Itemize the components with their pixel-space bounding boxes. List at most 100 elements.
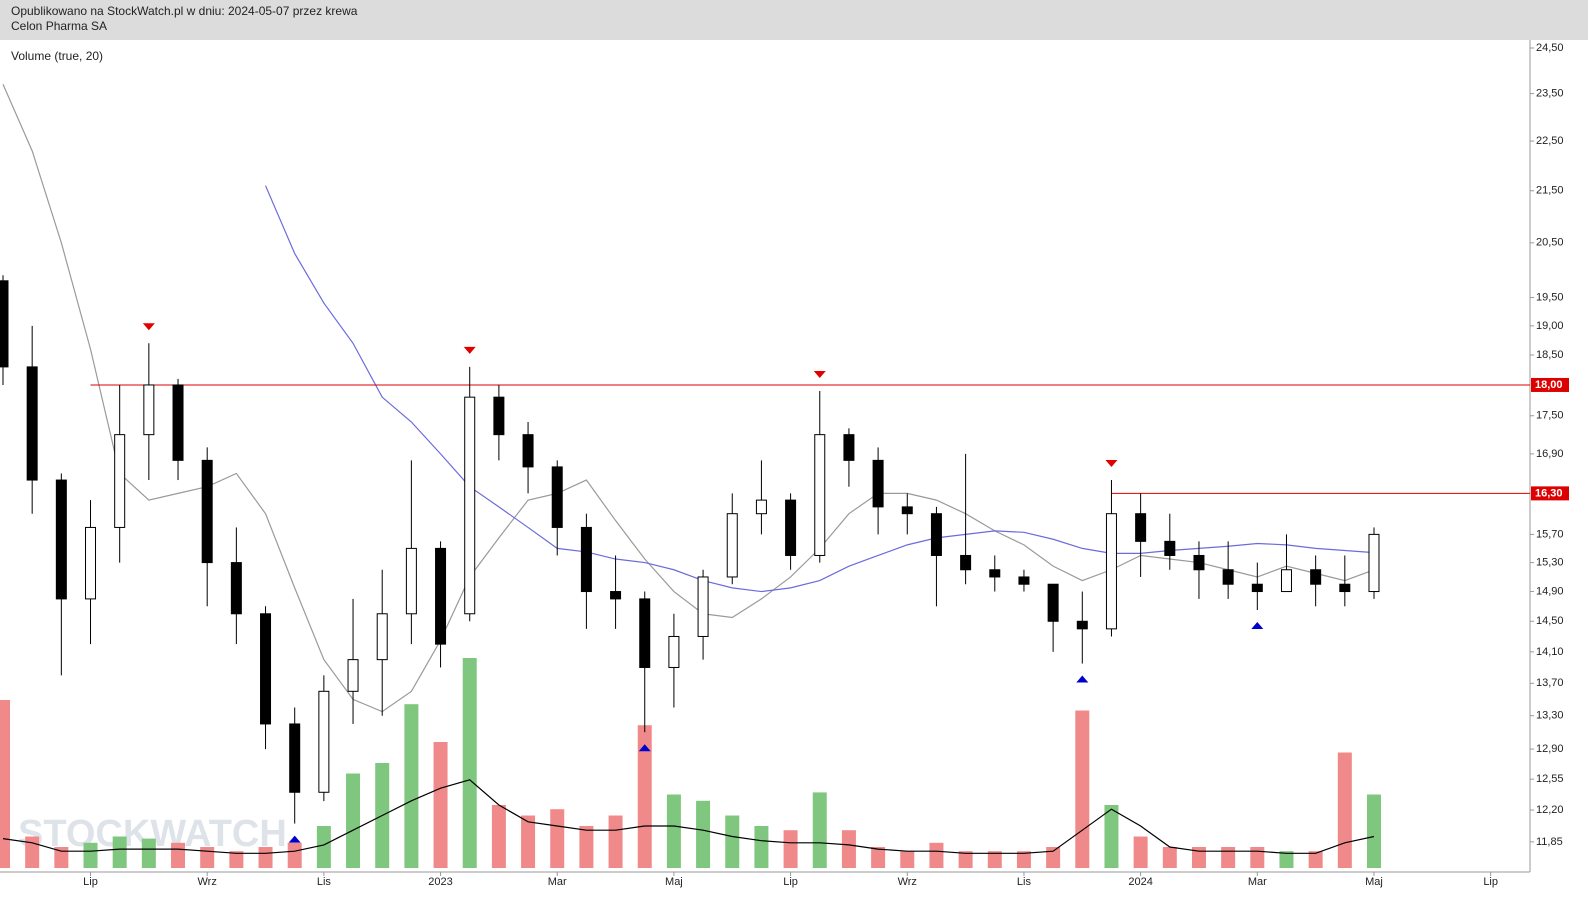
y-tick-label: 14,50 [1536,615,1564,627]
volume-bar [696,800,711,868]
x-tick-label: 2024 [1128,876,1152,888]
candle-body [1047,583,1059,622]
y-tick-label: 15,30 [1536,556,1564,568]
volume-bar [958,851,973,868]
y-tick-label: 17,50 [1536,410,1564,422]
y-tick-label: 12,55 [1536,773,1564,785]
x-tick-label: Wrz [198,876,217,888]
volume-bar [521,815,536,868]
volume-bar [433,742,448,868]
x-tick-label: Maj [1365,876,1383,888]
x-tick-label: Lip [783,876,798,888]
candle-body [376,613,388,661]
volume-bar [1221,847,1236,868]
candle-body [843,434,855,461]
candle-body [347,659,359,692]
candle-body [1368,533,1380,593]
volume-bar [579,826,594,868]
y-tick-label: 16,90 [1536,448,1564,460]
trough-marker [288,835,301,843]
volume-bar [1046,847,1061,868]
candle-body [85,526,97,600]
volume-bar [608,815,623,868]
y-tick-label: 22,50 [1536,135,1564,147]
candle-body [1339,583,1351,593]
x-tick-label: Lis [317,876,332,888]
candle-body [639,598,651,668]
x-tick-label: 2023 [428,876,452,888]
candle-body [464,396,476,615]
x-tick-label: Wrz [898,876,917,888]
x-tick-label: Lip [83,876,98,888]
candle-body [755,499,767,515]
candle-body [522,434,534,468]
volume-bar [783,830,798,868]
x-tick-label: Lis [1017,876,1032,888]
y-tick-label: 21,50 [1536,185,1564,197]
volume-bar [1104,805,1119,868]
volume-bar [666,794,681,868]
trough-marker [1251,622,1264,630]
volume-bar [754,826,769,868]
candle-body [1310,569,1322,585]
candle-body [1251,583,1263,593]
volume-bar [1250,847,1265,868]
y-tick-label: 19,00 [1536,320,1564,332]
candle-body [1135,513,1147,542]
peak-marker [142,323,155,331]
volume-bar [404,704,419,868]
volume-bar [812,792,827,868]
y-tick-label: 18,50 [1536,349,1564,361]
y-tick-label: 13,30 [1536,710,1564,722]
candle-body [1193,554,1205,571]
level-label: 16,30 [1535,487,1563,499]
header-text: Opublikowano na StockWatch.pl w dniu: 20… [11,4,358,18]
level-label: 18,00 [1535,379,1563,391]
indicator-label: Volume (true, 20) [11,49,103,63]
candle-body [26,366,38,481]
candle-body [55,479,67,600]
candle-body [435,547,447,645]
candle-body [143,384,155,436]
candle-body [493,396,505,436]
candle-body [551,466,563,528]
candle-body [697,576,709,637]
volume-bar [1133,836,1148,868]
volume-bar [987,851,1002,868]
volume-bar [1279,851,1294,868]
volume-bar [171,842,186,868]
y-tick-label: 12,90 [1536,743,1564,755]
peak-marker [463,346,476,354]
volume-bar [1075,710,1090,868]
volume-bar [346,773,361,868]
candle-body [172,384,184,461]
volume-bar [462,658,477,868]
candle-body [960,554,972,571]
y-tick-label: 23,50 [1536,87,1564,99]
volume-bar [287,842,302,868]
y-tick-label: 19,50 [1536,291,1564,303]
x-tick-label: Maj [665,876,683,888]
volume-bar [929,842,944,868]
candle-body [0,280,9,368]
y-tick-label: 20,50 [1536,237,1564,249]
volume-bar [1308,851,1323,868]
moving-average-line [264,185,1375,593]
moving-average-line [2,84,1375,713]
candle-body [405,547,417,615]
volume-bar [841,830,856,868]
volume-bar [871,847,886,868]
x-tick-label: Mar [1248,876,1267,888]
chart-title: Celon Pharma SA [11,19,107,33]
volume-bar [0,700,10,868]
volume-bar [1191,847,1206,868]
candle-body [726,513,738,578]
candle-body [201,459,213,564]
y-tick-label: 14,90 [1536,585,1564,597]
candle-body [814,434,826,556]
candle-body [114,434,126,528]
volume-bar [550,809,565,868]
volume-bar [900,851,915,868]
volume-bar [25,836,40,868]
